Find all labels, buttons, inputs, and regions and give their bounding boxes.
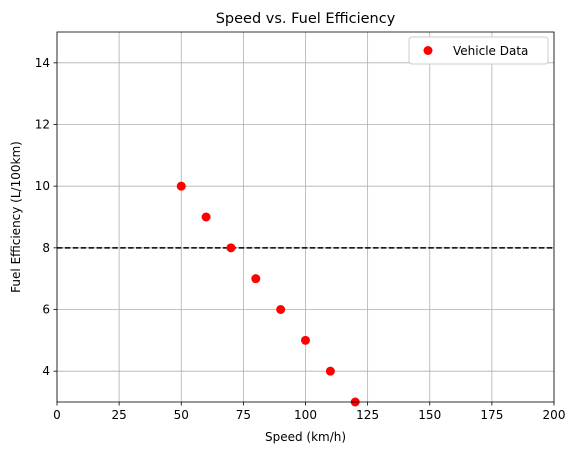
legend: Vehicle Data xyxy=(408,36,549,65)
y-axis-ticks: 4 6 8 10 12 14 xyxy=(35,56,57,378)
chart-title: Speed vs. Fuel Efficiency xyxy=(216,11,396,27)
x-tick-label: 50 xyxy=(174,408,189,422)
y-tick-label: 10 xyxy=(35,179,50,193)
x-tick-label: 25 xyxy=(111,408,126,422)
x-tick-label: 200 xyxy=(543,408,566,422)
y-axis-label: Fuel Efficiency (L/100km) xyxy=(9,141,23,293)
y-tick-label: 4 xyxy=(42,364,50,378)
data-point xyxy=(325,366,335,376)
x-tick-label: 75 xyxy=(236,408,251,422)
legend-box xyxy=(408,36,549,65)
legend-marker xyxy=(423,46,433,55)
x-axis-ticks: 0 25 50 75 100 125 150 175 200 xyxy=(53,402,565,422)
x-tick-label: 125 xyxy=(356,408,379,422)
data-point xyxy=(201,212,211,222)
data-point xyxy=(226,243,236,253)
data-point xyxy=(176,181,186,191)
data-point xyxy=(301,335,310,345)
data-point xyxy=(251,274,261,284)
x-tick-label: 175 xyxy=(480,408,503,422)
x-tick-label: 100 xyxy=(294,408,317,422)
x-axis-label: Speed (km/h) xyxy=(265,430,346,444)
x-tick-label: 0 xyxy=(53,408,61,422)
data-points xyxy=(176,181,360,407)
data-point xyxy=(276,305,286,314)
x-tick-label: 150 xyxy=(418,408,441,422)
y-tick-label: 8 xyxy=(42,241,50,255)
y-tick-label: 12 xyxy=(35,118,50,132)
y-tick-label: 14 xyxy=(35,56,50,70)
legend-label: Vehicle Data xyxy=(453,44,528,58)
y-tick-label: 6 xyxy=(42,303,50,317)
